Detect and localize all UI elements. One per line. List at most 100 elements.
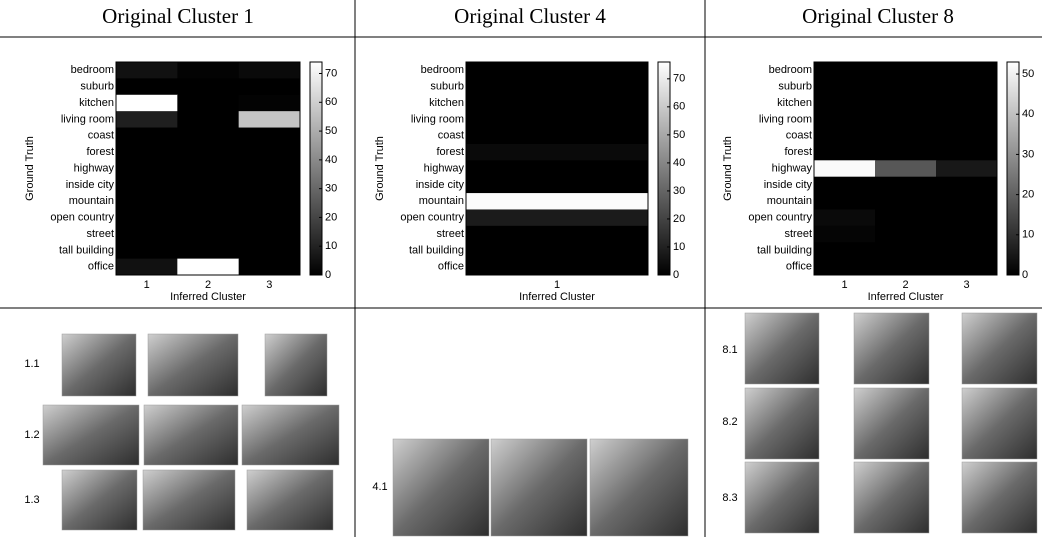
heatmap-cell [177,242,240,260]
colorbar-tick-label: 40 [325,154,337,166]
image-group-label: 4.1 [372,481,387,493]
example-photo [143,404,239,466]
y-tick-label: open country [50,212,114,224]
image-group-label: 8.2 [722,416,737,428]
heatmap-cell [116,111,178,129]
heatmap-cell [177,225,240,243]
heatmap-cell [466,127,649,145]
y-tick-label: highway [424,162,465,174]
heatmap-cell [238,176,301,194]
y-tick-label: coast [786,130,812,142]
heatmap-cell [875,160,937,178]
colorbar-tick-label: 60 [673,101,685,113]
heatmap-cell [814,94,876,112]
example-photo [392,438,490,537]
colorbar-tick-label: 60 [325,96,337,108]
heatmap-cell [116,143,178,161]
heatmap-cell [466,258,649,276]
heatmap-cell [116,62,178,79]
heatmap-cell [238,160,301,178]
y-tick-label: street [86,228,114,240]
colorbar-tick-label: 30 [1022,148,1034,160]
heatmap-cell [814,143,876,161]
heatmap-cell [116,258,178,276]
y-tick-label: highway [74,162,115,174]
example-photo [61,333,137,397]
heatmap-cell [875,78,937,96]
x-tick-label: 1 [144,279,150,291]
colorbar-tick-label: 70 [673,73,685,85]
heatmap-cell [466,225,649,243]
heatmap-cell [814,127,876,145]
colorbar-tick-label: 30 [325,183,337,195]
heatmap-cell [238,111,301,129]
y-tick-label: office [438,261,464,273]
colorbar-tick-label: 0 [673,269,679,281]
example-photo [744,461,820,534]
colorbar-tick-label: 70 [325,67,337,79]
heatmap-cell [814,225,876,243]
heatmap-cell [238,143,301,161]
x-tick-label: 1 [554,279,560,291]
panel-title: Original Cluster 4 [454,4,606,28]
example-photo [853,312,930,385]
heatmap-cell [936,78,998,96]
colorbar-tick-label: 50 [325,125,337,137]
y-tick-label: living room [759,113,812,125]
example-photo [853,387,930,460]
example-photo [744,312,820,385]
y-tick-label: street [436,228,464,240]
heatmap-cell [875,242,937,260]
heatmap-cell [814,242,876,260]
y-tick-label: tall building [757,244,812,256]
panel-title: Original Cluster 1 [102,4,254,28]
heatmap-cell [875,225,937,243]
y-axis-label: Ground Truth [374,136,386,201]
heatmap-cell [238,242,301,260]
heatmap-cell [466,176,649,194]
heatmap-cell [466,160,649,178]
y-tick-label: coast [88,130,114,142]
heatmap-cell [875,127,937,145]
heatmap-cell [936,176,998,194]
x-axis-label: Inferred Cluster [868,291,944,303]
heatmap-cell [875,193,937,210]
heatmap-cell [875,94,937,112]
example-photo [589,438,689,537]
example-photo [142,469,236,531]
heatmap-cell [814,62,876,79]
colorbar-tick-label: 20 [325,211,337,223]
colorbar-tick-label: 20 [1022,189,1034,201]
heatmap-cell [875,209,937,227]
heatmap-cell [238,225,301,243]
heatmap-cell [814,258,876,276]
y-tick-label: bedroom [421,64,464,76]
heatmap-cell [116,160,178,178]
y-tick-label: street [784,228,812,240]
y-tick-label: office [88,261,114,273]
heatmap-cell [875,62,937,79]
heatmap-cell [238,62,301,79]
heatmap-cell [116,242,178,260]
heatmap-cell [814,193,876,210]
heatmap-cell [238,193,301,210]
colorbar [309,61,323,276]
heatmap-cell [177,209,240,227]
y-axis-label: Ground Truth [24,136,36,201]
y-tick-label: tall building [409,244,464,256]
heatmap-cell [116,127,178,145]
heatmap-cell [936,160,998,178]
y-tick-label: mountain [767,195,812,207]
heatmap-cell [177,111,240,129]
heatmap-cell [177,143,240,161]
colorbar-tick-label: 50 [1022,68,1034,80]
x-tick-label: 2 [902,279,908,291]
colorbar-tick-label: 40 [1022,108,1034,120]
heatmap-cell [875,258,937,276]
heatmap-cell [116,225,178,243]
heatmap-cell [814,176,876,194]
x-tick-label: 2 [205,279,211,291]
example-photo [961,312,1038,385]
y-axis-label: Ground Truth [722,136,734,201]
